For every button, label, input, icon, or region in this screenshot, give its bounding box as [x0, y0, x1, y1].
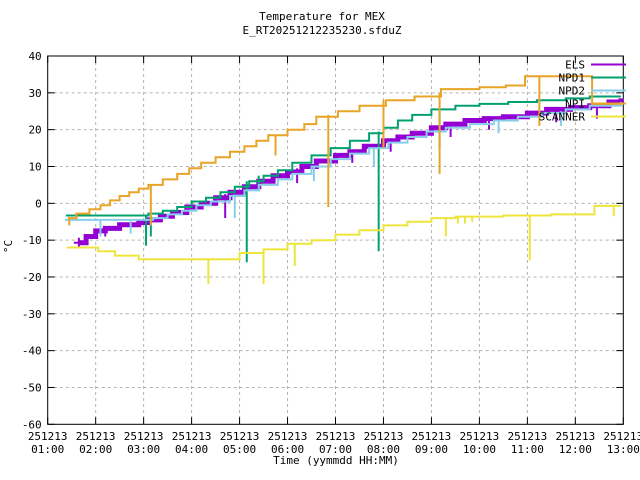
- y-tick-label: 20: [28, 124, 41, 137]
- x-tick-time: 07:00: [319, 443, 352, 456]
- x-tick-date: 251213: [124, 430, 164, 443]
- x-tick-time: 04:00: [175, 443, 208, 456]
- chart-subtitle: E_RT20251212235230.sfduZ: [242, 24, 402, 37]
- chart-title: Temperature for MEX: [259, 10, 385, 23]
- x-tick-date: 251213: [603, 430, 640, 443]
- series-line-SCANNER: [66, 204, 621, 261]
- x-tick-time: 09:00: [415, 443, 448, 456]
- legend-label-ELS: ELS: [565, 59, 585, 72]
- x-tick-date: 251213: [172, 430, 212, 443]
- y-tick-label: -60: [22, 418, 42, 431]
- legend-label-NPD1: NPD1: [559, 72, 586, 85]
- x-tick-time: 03:00: [127, 443, 160, 456]
- y-tick-label: 40: [28, 50, 41, 63]
- x-tick-time: 11:00: [511, 443, 544, 456]
- x-tick-date: 251213: [412, 430, 452, 443]
- legend-label-NPD2: NPD2: [559, 85, 586, 98]
- y-tick-label: 0: [35, 197, 42, 210]
- x-tick-time: 13:00: [607, 443, 640, 456]
- y-tick-label: -30: [22, 308, 42, 321]
- y-tick-label: -40: [22, 345, 42, 358]
- y-tick-label: -10: [22, 234, 42, 247]
- x-tick-date: 251213: [28, 430, 68, 443]
- legend-label-NPI: NPI: [565, 98, 585, 111]
- x-tick-time: 05:00: [223, 443, 256, 456]
- x-tick-date: 251213: [364, 430, 404, 443]
- x-tick-time: 01:00: [31, 443, 64, 456]
- x-tick-time: 08:00: [367, 443, 400, 456]
- x-tick-date: 251213: [316, 430, 356, 443]
- y-tick-label: -50: [22, 381, 42, 394]
- y-tick-label: -20: [22, 271, 42, 284]
- x-tick-time: 12:00: [559, 443, 592, 456]
- x-tick-date: 251213: [460, 430, 500, 443]
- x-tick-date: 251213: [268, 430, 308, 443]
- series-line-NPD1: [65, 95, 621, 217]
- x-tick-time: 06:00: [271, 443, 304, 456]
- x-tick-date: 251213: [507, 430, 547, 443]
- x-tick-time: 02:00: [79, 443, 112, 456]
- y-tick-label: 30: [28, 87, 41, 100]
- x-tick-date: 251213: [220, 430, 260, 443]
- x-axis-label: Time (yymmdd HH:MM): [273, 454, 399, 467]
- y-tick-label: 10: [28, 160, 41, 173]
- x-tick-date: 251213: [76, 430, 116, 443]
- series-line-NPD2: [65, 102, 622, 221]
- x-tick-time: 10:00: [463, 443, 496, 456]
- series-line-NPI: [67, 75, 621, 220]
- x-tick-date: 251213: [555, 430, 595, 443]
- legend-label-SCANNER: SCANNER: [539, 111, 586, 124]
